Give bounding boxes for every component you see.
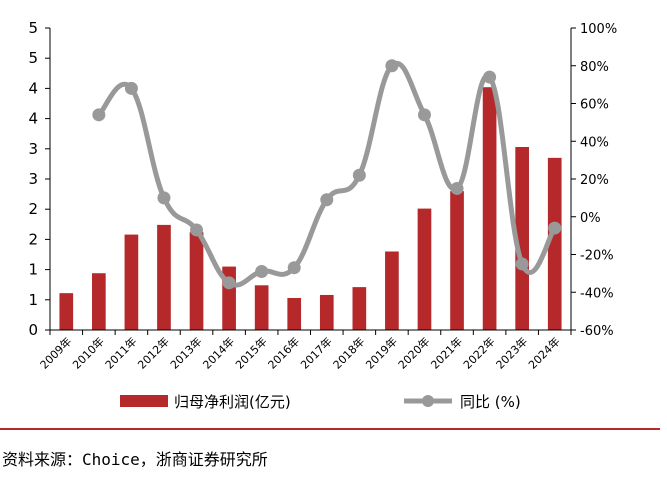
- x-tick-label-9: 2018年: [330, 334, 367, 371]
- line-series: [92, 59, 562, 290]
- bar-13: [482, 87, 497, 330]
- line-point-7: [287, 261, 301, 275]
- line-point-1: [92, 108, 106, 122]
- line-point-12: [450, 181, 464, 195]
- right-tick-label-3: 0%: [580, 211, 601, 226]
- legend-line-marker: [422, 395, 434, 407]
- left-tick-label-10: 5: [28, 19, 38, 37]
- x-tick-label-10: 2019年: [363, 334, 400, 371]
- right-axis-ticks: -60% -40% -20% 0% 20% 40% 60% 80% 100%: [571, 22, 617, 339]
- left-tick-label-2: 1: [28, 261, 38, 279]
- x-tick-label-4: 2013年: [167, 334, 204, 371]
- bar-3: [157, 224, 171, 330]
- x-tick-label-1: 2010年: [69, 334, 106, 371]
- line-point-10: [385, 59, 399, 73]
- legend-bar-label: 归母净利润(亿元): [174, 393, 291, 411]
- right-tick-label-2: -20%: [580, 249, 614, 264]
- left-tick-label-8: 4: [28, 79, 38, 97]
- line-point-13: [483, 70, 497, 84]
- legend-bar-swatch: [120, 395, 168, 407]
- combo-chart: 0 1 1 2 2 3 3 4 4 5 5 -60% -40% -20% 0% 20% 40% 60% 80% 10…: [28, 19, 617, 411]
- x-tick-label-11: 2020年: [395, 334, 432, 371]
- bar-9: [352, 287, 367, 330]
- left-tick-label-4: 2: [28, 200, 38, 218]
- line-point-4: [190, 223, 204, 237]
- right-tick-label-7: 80%: [580, 60, 609, 75]
- right-tick-label-8: 100%: [580, 22, 617, 37]
- right-tick-label-1: -40%: [580, 286, 614, 301]
- left-tick-label-9: 5: [28, 49, 38, 67]
- source-note: 资料来源：Choice，浙商证券研究所: [2, 450, 268, 469]
- bar-7: [287, 297, 302, 330]
- x-tick-label-7: 2016年: [265, 334, 302, 371]
- left-tick-label-7: 4: [28, 110, 38, 128]
- line-point-6: [255, 264, 269, 278]
- line-point-9: [352, 168, 366, 182]
- bar-11: [417, 208, 432, 330]
- left-tick-label-5: 3: [28, 170, 38, 188]
- legend-line-label: 同比 (%): [460, 393, 521, 411]
- left-tick-label-0: 0: [28, 321, 38, 339]
- bar-14: [515, 146, 529, 330]
- right-tick-label-6: 60%: [580, 98, 609, 113]
- x-tick-label-2: 2011年: [102, 334, 139, 371]
- line-point-3: [157, 191, 171, 205]
- bar-15: [547, 157, 562, 330]
- bar-8: [319, 294, 334, 330]
- line-point-2: [124, 81, 138, 95]
- x-tick-label-6: 2015年: [232, 334, 269, 371]
- x-tick-label-12: 2021年: [428, 334, 465, 371]
- line-point-5: [222, 276, 236, 290]
- divider-line: [0, 428, 660, 430]
- left-tick-label-1: 1: [28, 291, 38, 309]
- bar-12: [450, 191, 464, 330]
- x-tick-label-8: 2017年: [297, 334, 334, 371]
- left-tick-label-6: 3: [28, 140, 38, 158]
- x-tick-label-0: 2009年: [37, 334, 74, 371]
- left-axis-ticks: 0 1 1 2 2 3 3 4 4 5 5: [28, 19, 50, 339]
- x-tick-label-3: 2012年: [135, 334, 172, 371]
- bar-0: [59, 293, 74, 330]
- right-tick-label-5: 40%: [580, 135, 609, 150]
- right-tick-label-0: -60%: [580, 324, 614, 339]
- bar-6: [254, 285, 269, 330]
- legend: 归母净利润(亿元) 同比 (%): [120, 393, 521, 411]
- x-axis-ticks: 2009年2010年2011年2012年2013年2014年2015年2016年…: [37, 330, 572, 372]
- x-tick-label-5: 2014年: [200, 334, 237, 371]
- line-point-14: [515, 257, 529, 271]
- line-point-11: [417, 108, 431, 122]
- bar-4: [189, 232, 204, 330]
- line-point-15: [548, 221, 562, 235]
- bar-2: [124, 234, 139, 330]
- bar-10: [385, 251, 399, 330]
- bar-series: [59, 87, 562, 330]
- x-tick-label-14: 2023年: [493, 334, 530, 371]
- right-tick-label-4: 20%: [580, 173, 609, 188]
- bar-1: [92, 273, 106, 330]
- x-tick-label-13: 2022年: [460, 334, 497, 371]
- x-tick-label-15: 2024年: [525, 334, 562, 371]
- left-tick-label-3: 2: [28, 230, 38, 248]
- line-point-8: [320, 193, 334, 207]
